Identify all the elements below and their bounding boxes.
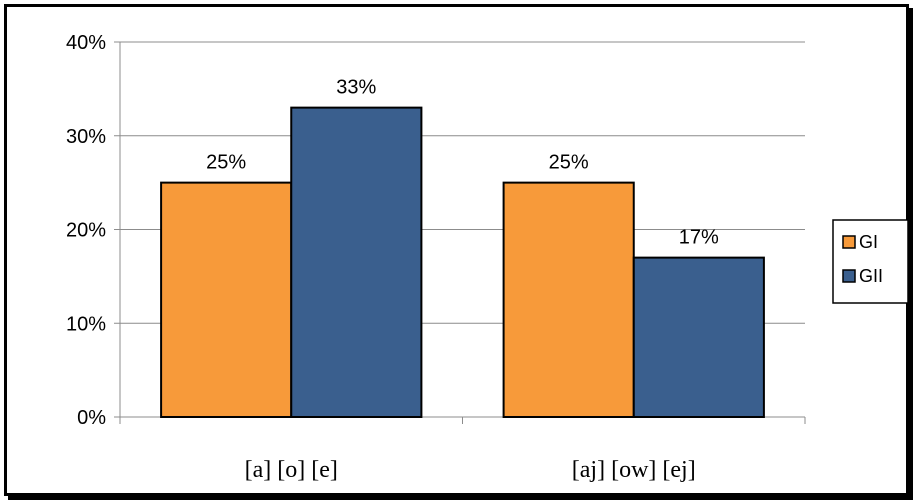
- data-label: 25%: [549, 152, 589, 174]
- legend-label: GI: [859, 232, 878, 252]
- labels: 25% 33% [a] [o] [e] 25% 17% [aj] [ow] [ej]: [206, 77, 719, 483]
- bar-gii-2: [632, 256, 765, 418]
- bar-gi-2: [502, 181, 635, 418]
- y-tick-label: 40%: [66, 32, 106, 54]
- bar-gi-1: [160, 181, 293, 418]
- y-tick-label: 30%: [66, 126, 106, 148]
- data-label: 17%: [679, 227, 719, 249]
- legend-label: GII: [859, 266, 883, 286]
- legend-swatch: [842, 235, 856, 249]
- y-tick-label: 20%: [66, 220, 106, 242]
- data-label: 33%: [336, 77, 376, 99]
- y-tick-label: 0%: [77, 407, 106, 429]
- legend-box: [832, 219, 909, 304]
- y-tick-label: 10%: [66, 313, 106, 335]
- legend: GI GII: [832, 219, 909, 304]
- category-label: [aj] [ow] [ej]: [572, 457, 696, 483]
- data-label: 25%: [206, 152, 246, 174]
- legend-swatch: [842, 269, 856, 283]
- bars: [160, 106, 765, 418]
- bar-gii-1: [290, 106, 423, 418]
- category-label: [a] [o] [e]: [245, 457, 338, 483]
